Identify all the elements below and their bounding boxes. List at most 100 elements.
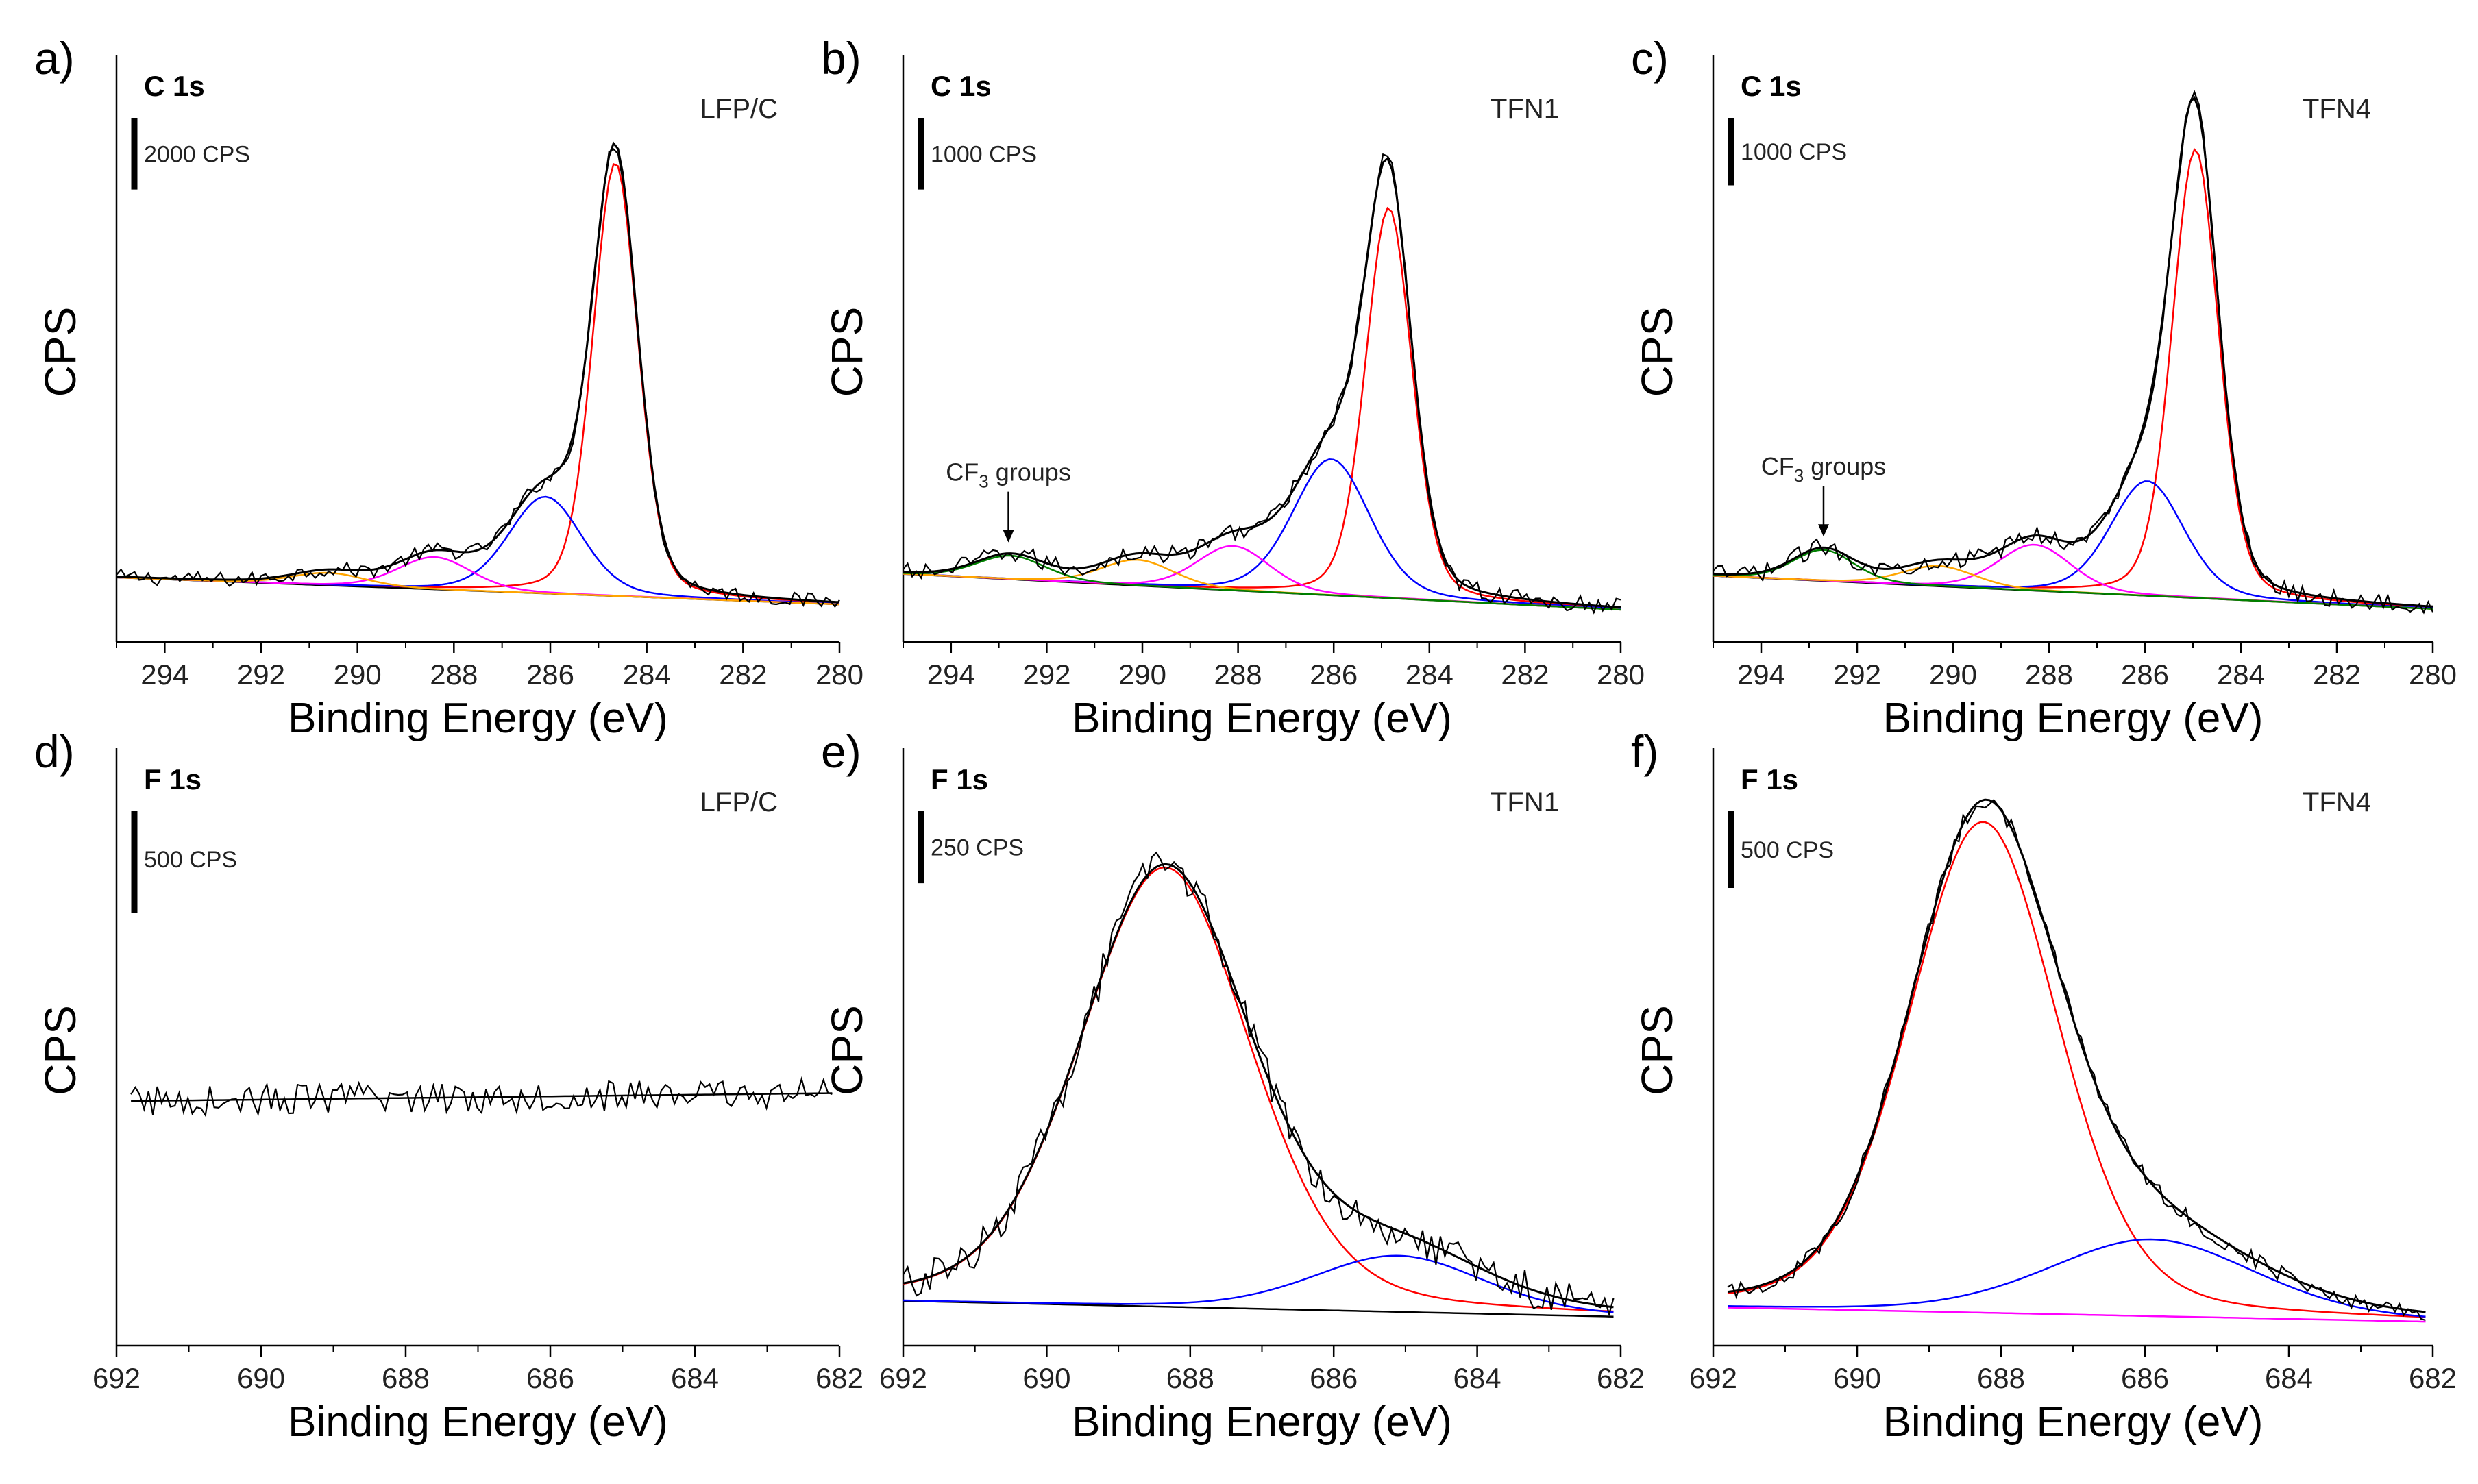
x-tick-label: 288 (430, 658, 478, 691)
peak-lif (903, 1254, 1614, 1313)
core-level-label: C 1s (931, 70, 992, 102)
raw-spectrum (1713, 90, 2434, 615)
y-axis-label: CPS (36, 307, 85, 397)
y-axis-label: CPS (822, 1005, 872, 1096)
x-tick-label: 684 (2265, 1362, 2313, 1394)
x-tick-label: 692 (879, 1362, 927, 1394)
x-tick-label: 682 (1597, 1362, 1645, 1394)
x-tick-label: 280 (815, 658, 863, 691)
annotation-arrowhead (1003, 530, 1014, 543)
x-tick-label: 284 (2217, 658, 2265, 691)
x-tick-label: 686 (526, 1362, 574, 1394)
x-tick-label: 284 (623, 658, 671, 691)
sample-label: LFP/C (700, 94, 778, 124)
x-tick-label: 688 (1166, 1362, 1214, 1394)
peak-c-c-c-c (116, 162, 840, 604)
panel-e: 692 690 688 686 684 682 Binding Energy (eV) CPS… (821, 726, 1645, 1446)
raw-spectrum (903, 153, 1621, 615)
sample-label: LFP/C (700, 787, 778, 817)
raw-spectrum (130, 1076, 833, 1117)
y-axis-label: CPS (1632, 307, 1682, 397)
baseline-curve (903, 1300, 1614, 1318)
sample-label: TFN1 (1491, 787, 1559, 817)
panel-letter: a) (34, 33, 75, 84)
core-level-label: F 1s (144, 763, 201, 795)
panel-letter: e) (821, 726, 861, 777)
x-tick-label: 686 (2121, 1362, 2169, 1394)
x-axis-label: Binding Energy (eV) (1072, 1398, 1452, 1446)
x-axis-label: Binding Energy (eV) (288, 1398, 668, 1446)
panel-letter: f) (1631, 726, 1658, 777)
peak-cf3 (903, 554, 1621, 611)
scale-bar-label: 1000 CPS (931, 141, 1037, 167)
sample-label: TFN1 (1491, 94, 1559, 124)
x-axis-label: Binding Energy (eV) (1883, 695, 2264, 742)
x-tick-label: 292 (1833, 658, 1881, 691)
x-tick-label: 686 (1310, 1362, 1358, 1394)
x-tick-label: 288 (2025, 658, 2073, 691)
x-tick-label: 280 (2409, 658, 2457, 691)
x-tick-label: 294 (927, 658, 975, 691)
x-tick-label: 280 (1597, 658, 1645, 691)
baseline-curve (1727, 1307, 2426, 1323)
panel-c: 294 292 290 288 286 284 282 280 Binding Energy (… (1631, 33, 2457, 742)
y-axis-label: CPS (822, 307, 872, 397)
x-tick-label: 688 (1977, 1362, 2025, 1394)
x-tick-label: 690 (237, 1362, 285, 1394)
panel-letter: b) (821, 33, 861, 84)
envelope-curve (903, 863, 1614, 1309)
panel-b: 294 292 290 288 286 284 282 280 Binding Energy (… (821, 33, 1645, 742)
y-axis-label: CPS (36, 1005, 85, 1096)
x-tick-label: 292 (237, 658, 285, 691)
x-tick-label: 290 (334, 658, 382, 691)
core-level-label: F 1s (931, 763, 988, 795)
panel-letter: d) (34, 726, 75, 777)
raw-spectrum (116, 148, 840, 608)
x-tick-label: 688 (382, 1362, 430, 1394)
annotation-arrowhead (1818, 524, 1829, 537)
panel-f: 692 690 688 686 684 682 Binding Energy (eV) CPS… (1631, 726, 2457, 1446)
x-tick-label: 690 (1022, 1362, 1070, 1394)
scale-bar-label: 500 CPS (144, 847, 237, 873)
peak-c-c-c-c (1713, 147, 2433, 608)
raw-spectrum (903, 851, 1615, 1318)
raw-spectrum (1727, 798, 2426, 1322)
x-tick-label: 292 (1022, 658, 1070, 691)
x-tick-label: 282 (1501, 658, 1549, 691)
x-tick-label: 286 (2121, 658, 2169, 691)
envelope-curve (1727, 798, 2426, 1313)
x-tick-label: 290 (1118, 658, 1166, 691)
x-axis-label: Binding Energy (eV) (1072, 695, 1452, 742)
scale-bar-label: 250 CPS (931, 835, 1024, 861)
x-tick-label: 692 (93, 1362, 140, 1394)
x-tick-label: 286 (1310, 658, 1358, 691)
x-tick-label: 286 (526, 658, 574, 691)
x-axis-label: Binding Energy (eV) (1883, 1398, 2264, 1446)
x-tick-label: 682 (815, 1362, 863, 1394)
envelope-curve (116, 141, 840, 604)
peak-o-c-o (116, 571, 840, 606)
x-tick-label: 294 (140, 658, 188, 691)
core-level-label: C 1s (144, 70, 205, 102)
x-tick-label: 282 (719, 658, 767, 691)
sample-label: TFN4 (2303, 787, 2371, 817)
x-tick-label: 684 (1453, 1362, 1501, 1394)
panel-a: 294 292 290 288 286 284 282 280 Binding Energy (… (34, 33, 863, 742)
x-tick-label: 692 (1689, 1362, 1737, 1394)
peak-cf3 (1713, 549, 2433, 610)
envelope-curve (903, 156, 1621, 608)
x-tick-label: 294 (1737, 658, 1785, 691)
sample-label: TFN4 (2303, 94, 2371, 124)
scale-bar-label: 500 CPS (1741, 837, 1834, 863)
envelope-curve (1713, 95, 2433, 608)
x-tick-label: 288 (1214, 658, 1262, 691)
y-axis-label: CPS (1632, 1005, 1682, 1096)
x-tick-label: 290 (1929, 658, 1977, 691)
scale-bar-label: 1000 CPS (1741, 139, 1847, 165)
x-axis-label: Binding Energy (eV) (288, 695, 668, 742)
peak-lif (1727, 1238, 2426, 1318)
panel-letter: c) (1631, 33, 1669, 84)
panel-d: 692 690 688 686 684 682 Binding Energy (eV) CPS… (34, 726, 863, 1446)
peak-c-f (1727, 821, 2426, 1318)
